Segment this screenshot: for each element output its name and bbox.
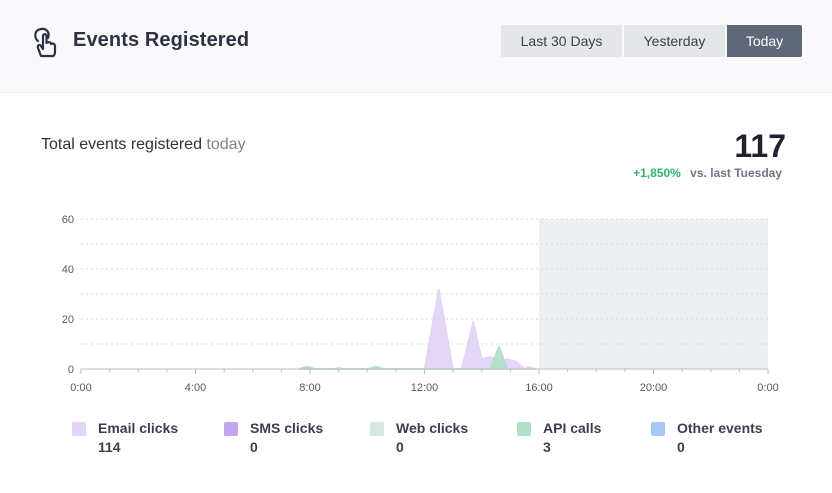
legend-swatch-api-calls <box>517 422 531 436</box>
series-area-api-calls <box>298 344 509 370</box>
date-range-selector: Last 30 Days Yesterday Today <box>501 25 802 57</box>
legend-swatch-email-clicks <box>72 422 86 436</box>
page-title: Events Registered <box>73 29 250 51</box>
x-tick-label: 16:00 <box>525 382 553 394</box>
y-tick-label: 0 <box>68 364 74 376</box>
legend-label: SMS clicks <box>250 420 324 436</box>
total-events-count: 117 <box>734 128 786 164</box>
legend-count: 3 <box>543 439 551 455</box>
x-tick-label: 0:00 <box>757 382 778 394</box>
legend-count: 0 <box>250 439 258 455</box>
legend-swatch-other-events <box>651 422 665 436</box>
page-header: Events Registered Last 30 Days Yesterday… <box>0 0 832 93</box>
events-area-chart: 0:00 4:00 8:00 12:00 16:00 20:00 0:00 0 20 40 60 <box>62 214 779 394</box>
chart-legend: Email clicks 114 SMS clicks 0 Web clicks… <box>72 419 792 459</box>
legend-count: 114 <box>98 439 121 455</box>
x-tick-label: 8:00 <box>299 382 320 394</box>
last-30-days-button[interactable]: Last 30 Days <box>501 25 622 57</box>
x-tick-label: 0:00 <box>70 382 91 394</box>
summary-label: Total events registered today <box>41 136 246 154</box>
legend-label: Email clicks <box>98 420 179 436</box>
summary-period: today <box>206 136 246 153</box>
y-tick-label: 40 <box>62 264 74 276</box>
today-button[interactable]: Today <box>727 25 802 57</box>
yesterday-button[interactable]: Yesterday <box>624 25 725 57</box>
y-tick-label: 60 <box>62 214 74 226</box>
comparison-text: vs. last Tuesday <box>690 166 782 180</box>
legend-count: 0 <box>677 439 685 455</box>
legend-label: Web clicks <box>396 420 469 436</box>
x-tick-label: 12:00 <box>411 382 439 394</box>
legend-count: 0 <box>396 439 404 455</box>
legend-label: API calls <box>543 420 602 436</box>
legend-swatch-web-clicks <box>370 422 384 436</box>
legend-label: Other events <box>677 420 763 436</box>
summary-label-text: Total events registered <box>41 136 202 153</box>
pointer-hand-icon <box>34 27 57 58</box>
x-tick-label: 20:00 <box>640 382 668 394</box>
y-tick-label: 20 <box>62 314 74 326</box>
change-percentage: +1,850% <box>633 166 681 180</box>
x-tick-label: 4:00 <box>185 382 206 394</box>
legend-swatch-sms-clicks <box>224 422 238 436</box>
comparison-line: +1,850% vs. last Tuesday <box>633 166 782 180</box>
future-period-shading <box>539 219 768 369</box>
